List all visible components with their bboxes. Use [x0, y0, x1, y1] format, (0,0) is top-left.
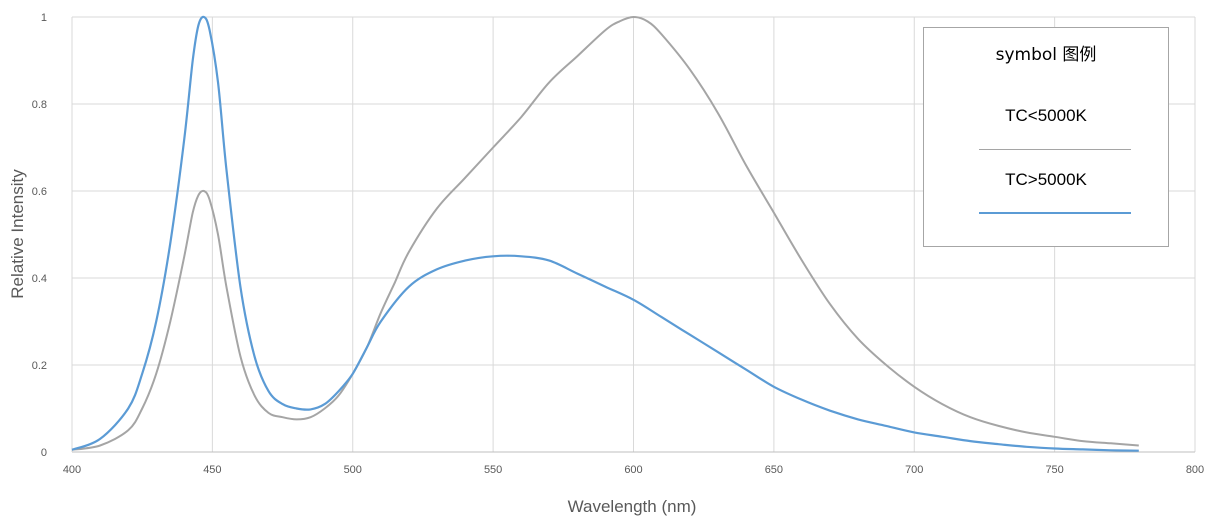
series-line-1 — [71, 16, 1139, 451]
legend-swatch-series-1 — [979, 149, 1131, 150]
y-tick-label: 0.4 — [32, 273, 47, 285]
y-tick-label: 0.2 — [32, 360, 47, 372]
y-tick-labels: 0 0.2 0.4 0.6 0.8 1 — [32, 12, 47, 459]
x-axis-title: Wavelength (nm) — [568, 497, 697, 516]
legend-title: symbol 图例 — [995, 45, 1097, 65]
x-tick-label: 700 — [905, 464, 923, 476]
y-tick-label: 0 — [41, 447, 47, 459]
x-tick-label: 400 — [63, 464, 81, 476]
x-tick-label: 750 — [1045, 464, 1063, 476]
x-tick-label: 450 — [203, 464, 221, 476]
x-tick-label: 500 — [344, 464, 362, 476]
x-tick-label: 550 — [484, 464, 502, 476]
y-axis-title: Relative Intensity — [8, 169, 27, 299]
legend-label-series-1: TC<5000K — [1005, 106, 1087, 125]
legend-label-series-2: TC>5000K — [1005, 170, 1087, 189]
x-tick-label: 800 — [1186, 464, 1204, 476]
y-tick-label: 1 — [41, 12, 47, 24]
x-tick-labels: 400 450 500 550 600 650 700 750 800 — [63, 464, 1204, 476]
legend-swatch-series-2 — [979, 212, 1131, 214]
x-tick-label: 600 — [624, 464, 642, 476]
y-tick-label: 0.8 — [32, 99, 47, 111]
series-lines — [71, 15, 1139, 452]
series-line-2 — [71, 15, 1139, 452]
legend: symbol 图例 TC<5000K TC>5000K — [923, 27, 1169, 247]
y-tick-label: 0.6 — [32, 186, 47, 198]
x-tick-label: 650 — [765, 464, 783, 476]
